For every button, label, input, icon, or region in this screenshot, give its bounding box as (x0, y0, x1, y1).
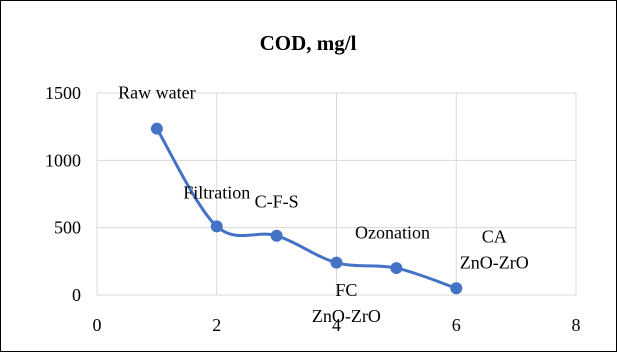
data-label: C-F-S (255, 192, 299, 212)
data-point (210, 220, 223, 233)
data-point (390, 262, 403, 275)
data-point (270, 229, 283, 242)
x-tick-label: 6 (452, 315, 461, 335)
x-tick-label: 4 (332, 315, 341, 335)
x-tick-label: 0 (93, 315, 102, 335)
data-label: Filtration (183, 182, 250, 202)
data-point (330, 256, 343, 269)
y-tick-label: 1500 (45, 83, 81, 103)
chart-title: COD, mg/l (260, 31, 357, 55)
data-label: Raw water (118, 83, 195, 103)
data-point (450, 282, 463, 295)
data-point (150, 122, 163, 135)
y-tick-label: 1000 (45, 150, 81, 170)
data-label: Ozonation (355, 223, 430, 243)
point-layer (150, 122, 463, 295)
label-layer: Raw water Filtration C-F-S Ozonation FC ZnO-Z… (118, 83, 529, 326)
y-tick-label: 0 (72, 285, 81, 305)
y-tick-label: 500 (54, 218, 81, 238)
data-label: FC ZnO-ZrO (312, 280, 381, 326)
data-label: CA ZnO-ZrO (460, 226, 529, 272)
x-tick-label: 2 (212, 315, 221, 335)
x-tick-label: 8 (572, 315, 581, 335)
tick-layer: 0 500 1000 1500 0 2 4 6 8 (45, 83, 581, 335)
series-line (155, 127, 458, 290)
